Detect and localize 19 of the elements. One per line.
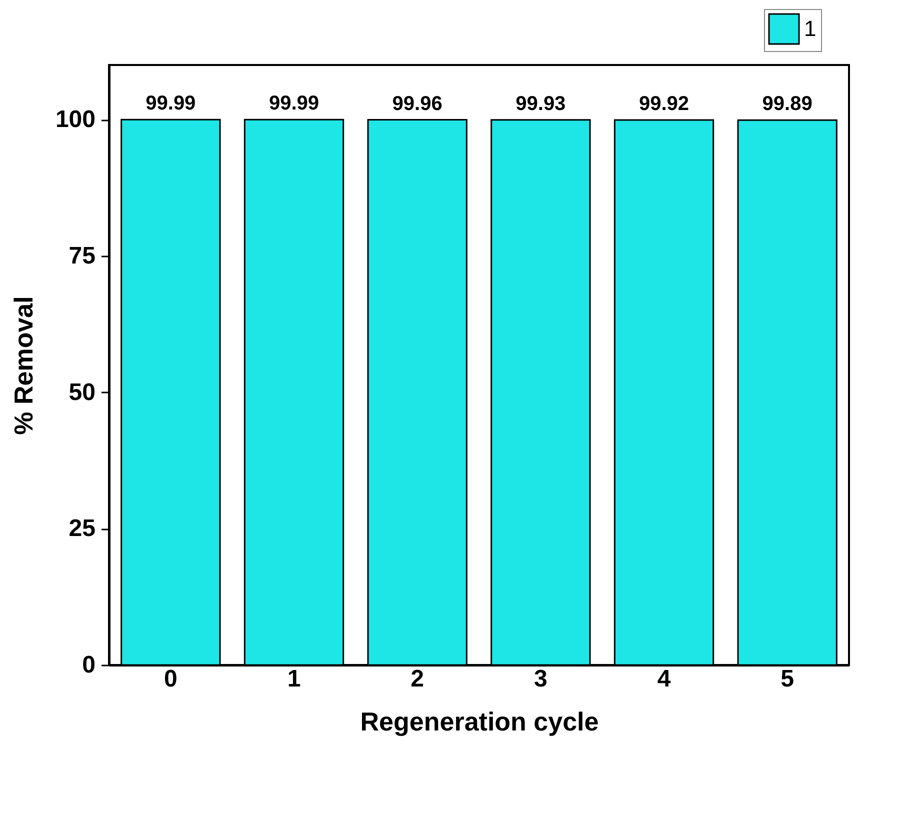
- y-tick-label: 50: [68, 378, 96, 406]
- x-tick-label: 3: [534, 666, 548, 692]
- y-tick-label: 100: [55, 106, 96, 134]
- x-tick-label: 5: [780, 666, 794, 692]
- data-label: 99.93: [516, 92, 566, 115]
- x-axis-title: Regeneration cycle: [360, 706, 599, 736]
- y-tick-label: 75: [68, 242, 96, 270]
- legend-label: 1: [804, 16, 816, 41]
- data-label: 99.99: [146, 92, 196, 115]
- data-label: 99.99: [268, 92, 320, 115]
- x-tick-label: 4: [657, 666, 672, 692]
- x-tick-label: 1: [287, 666, 301, 692]
- x-tick-label: 0: [164, 666, 178, 692]
- y-axis-title: % Removal: [8, 296, 38, 435]
- y-tick-label: 25: [68, 515, 96, 542]
- data-label: 99.89: [762, 93, 812, 116]
- x-tick-label: 2: [410, 666, 424, 692]
- data-label: 99.92: [638, 92, 690, 115]
- data-label: 99.96: [392, 92, 442, 115]
